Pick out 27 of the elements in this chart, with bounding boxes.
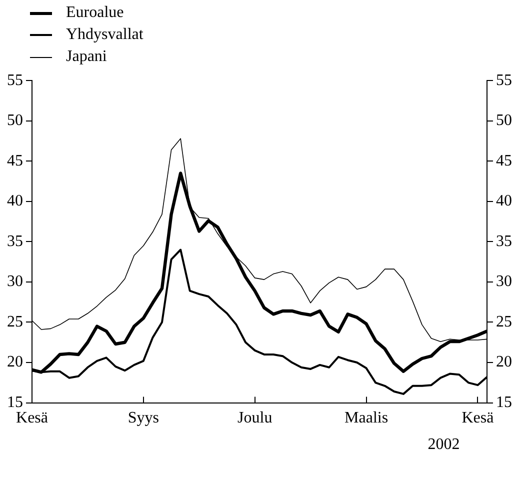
y-tick-label: 30 (7, 273, 23, 290)
y-tick-label: 35 (7, 232, 23, 250)
x-tick-label: Joulu (238, 410, 272, 427)
text: 2002 (428, 436, 460, 454)
y2-tick-label: 45 (496, 152, 512, 170)
x-tick-label: Maalis (344, 410, 388, 427)
x-tick-label: Syys (128, 410, 159, 427)
y2-tick-label: 40 (496, 192, 512, 210)
y-tick-label: 55 (7, 72, 23, 89)
y-tick-label: 15 (7, 394, 23, 412)
y-tick-label: 20 (7, 354, 23, 371)
legend-label: Euroalue (66, 3, 124, 23)
y2-tick-label: 20 (496, 354, 512, 371)
y2-tick-label: 25 (496, 313, 512, 330)
y2-tick-label: 50 (496, 112, 512, 130)
y2-tick-label: 15 (496, 394, 512, 412)
y2-tick-label: 55 (496, 72, 512, 89)
y-tick-label: 45 (7, 152, 23, 170)
y2-tick-label: 35 (496, 232, 512, 250)
y2-tick-label: 30 (496, 273, 512, 290)
x-tick-label: Kesä (462, 410, 494, 427)
y-tick-label: 50 (7, 112, 23, 130)
y-tick-label: 25 (7, 313, 23, 330)
x-tick-label: Kesä (16, 410, 48, 427)
legend-label: Japani (66, 47, 107, 67)
y-tick-label: 40 (7, 192, 23, 210)
legend-label: Yhdysvallat (66, 25, 144, 45)
